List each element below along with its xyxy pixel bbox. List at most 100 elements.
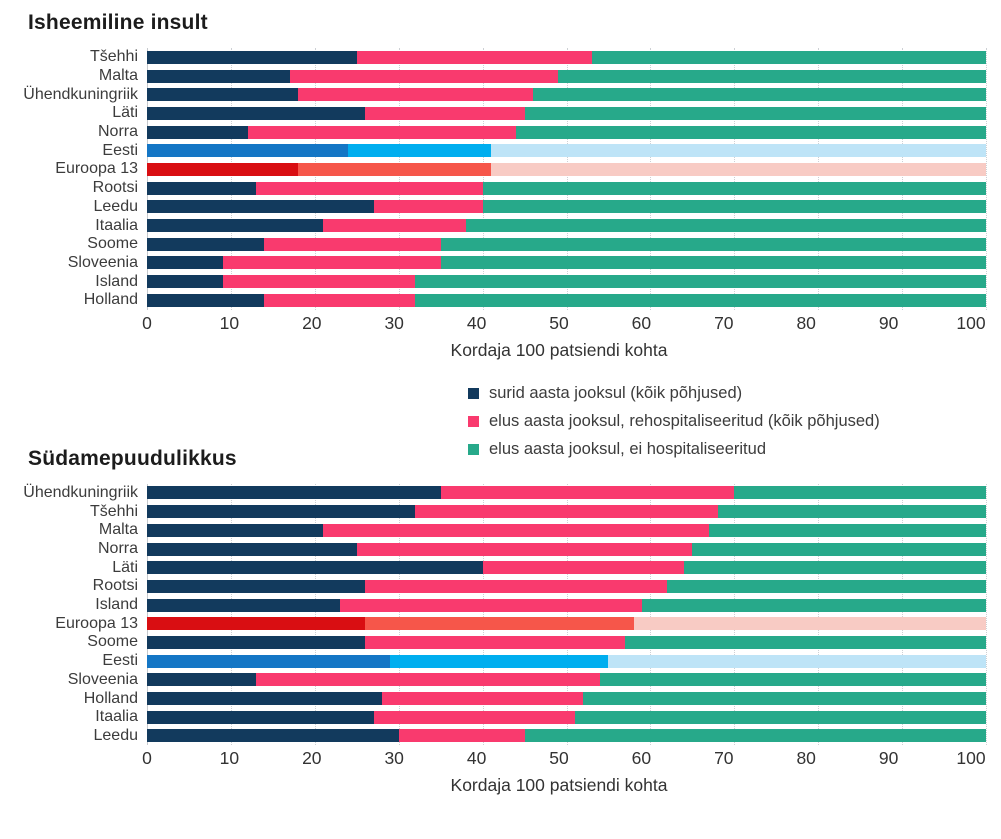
stacked-bar [147, 275, 986, 289]
stacked-bar [147, 106, 986, 120]
stacked-bar [147, 125, 986, 139]
bar-segment-rehospitalized [381, 692, 584, 706]
bar-segment-died [147, 219, 324, 233]
bar-row [147, 141, 986, 160]
stacked-bar [147, 692, 986, 706]
x-tick-label: 40 [466, 312, 487, 333]
bar-segment-rehospitalized [365, 106, 525, 120]
bar-row [147, 484, 986, 503]
stacked-bar [147, 635, 986, 649]
bar-segment-rehospitalized [264, 237, 441, 251]
bar-segment-not-hospitalized [465, 219, 986, 233]
bar-segment-died [147, 710, 374, 724]
bar-segment-died [147, 275, 223, 289]
bar-segment-rehospitalized [256, 181, 483, 195]
x-tick-label: 100 [956, 312, 986, 333]
bar-segment-rehospitalized [323, 219, 466, 233]
bar-row [147, 48, 986, 67]
x-tick-label: 80 [796, 748, 816, 769]
bar-row [147, 502, 986, 521]
row-label: Malta [98, 67, 138, 85]
stacked-bar [147, 729, 986, 743]
bar-segment-rehospitalized [440, 486, 735, 500]
x-tick-label: 10 [219, 748, 240, 769]
bar-segment-died [147, 237, 265, 251]
stacked-bar [147, 50, 986, 64]
bar-segment-died [147, 162, 299, 176]
bar-segment-rehospitalized [247, 125, 517, 139]
row-label: Leedu [93, 197, 139, 215]
bar-row [147, 596, 986, 615]
x-tick-label: 0 [142, 312, 152, 333]
x-axis-ticks: 0 10 20 30 40 50 60 70 80 90 100 [142, 745, 985, 772]
row-label: Tšehhi [89, 48, 138, 66]
bar-segment-not-hospitalized [692, 542, 986, 556]
stacked-bar [147, 561, 986, 575]
x-tick-label: 40 [466, 748, 487, 769]
row-label: Ühendkuningriik [23, 85, 138, 103]
bar-segment-died [147, 635, 366, 649]
row-label: Leedu [93, 726, 139, 744]
legend-swatch [468, 444, 479, 456]
stacked-bar [147, 237, 986, 251]
plot-area: Tšehhi Malta Ühendkuningriik Läti Norra Eesti… [0, 48, 987, 310]
bar-row [147, 123, 986, 142]
bar-segment-not-hospitalized [440, 256, 986, 270]
bar-row [147, 67, 986, 86]
chart-ischemic-stroke: Isheemiline insult Tšehhi Malta Ühendkunin… [0, 10, 1001, 364]
x-tick-label: 70 [714, 748, 734, 769]
stacked-bar [147, 219, 986, 233]
row-label: Itaalia [95, 708, 138, 726]
x-tick-label: 100 [956, 748, 986, 769]
x-tick-label: 60 [631, 748, 652, 769]
bar-segment-rehospitalized [373, 200, 483, 214]
bar-segment-rehospitalized [339, 598, 642, 612]
legend-item: elus aasta jooksul, ei hospitaliseeritud [468, 436, 1001, 464]
bar-segment-not-hospitalized [490, 144, 986, 158]
bar-segment-not-hospitalized [591, 50, 986, 64]
bar-segment-died [147, 256, 223, 270]
bar-segment-died [147, 673, 257, 687]
x-tick-label: 60 [631, 312, 652, 333]
bar-segment-rehospitalized [482, 561, 684, 575]
bar-segment-not-hospitalized [633, 617, 986, 631]
bar-segment-not-hospitalized [717, 505, 986, 519]
stacked-bar [147, 598, 986, 612]
bar-row [147, 254, 986, 273]
row-label: Rootsi [92, 577, 138, 595]
stacked-bar [147, 654, 986, 668]
bar-segment-rehospitalized [323, 523, 710, 537]
row-label: Eesti [102, 141, 138, 159]
bar-row [147, 85, 986, 104]
bar-row [147, 521, 986, 540]
bar-row [147, 160, 986, 179]
bar-track [147, 48, 987, 310]
bar-segment-died [147, 200, 374, 214]
bar-segment-not-hospitalized [516, 125, 986, 139]
row-label: Euroopa 13 [55, 160, 138, 178]
bar-track [147, 483, 987, 746]
row-label: Rootsi [92, 179, 138, 197]
row-label: Itaalia [95, 216, 138, 234]
bar-segment-rehospitalized [390, 654, 609, 668]
gridline [986, 483, 987, 746]
bar-segment-not-hospitalized [558, 69, 986, 83]
row-label: Island [95, 596, 138, 614]
bar-segment-rehospitalized [222, 256, 441, 270]
bar-segment-died [147, 293, 265, 307]
stacked-bar [147, 486, 986, 500]
plot-area: Ühendkuningriik Tšehhi Malta Norra Läti Roots… [0, 483, 987, 746]
stacked-bar [147, 673, 986, 687]
x-axis-title: Kordaja 100 patsiendi kohta [450, 775, 668, 796]
x-tick-label: 20 [302, 748, 322, 769]
bar-segment-rehospitalized [289, 69, 559, 83]
stacked-bar [147, 579, 986, 593]
row-label: Läti [112, 104, 138, 122]
bar-segment-not-hospitalized [415, 293, 986, 307]
x-tick-label: 70 [714, 312, 734, 333]
bar-row [147, 689, 986, 708]
bar-segment-died [147, 486, 441, 500]
bar-row [147, 272, 986, 291]
bar-segment-died [147, 654, 391, 668]
